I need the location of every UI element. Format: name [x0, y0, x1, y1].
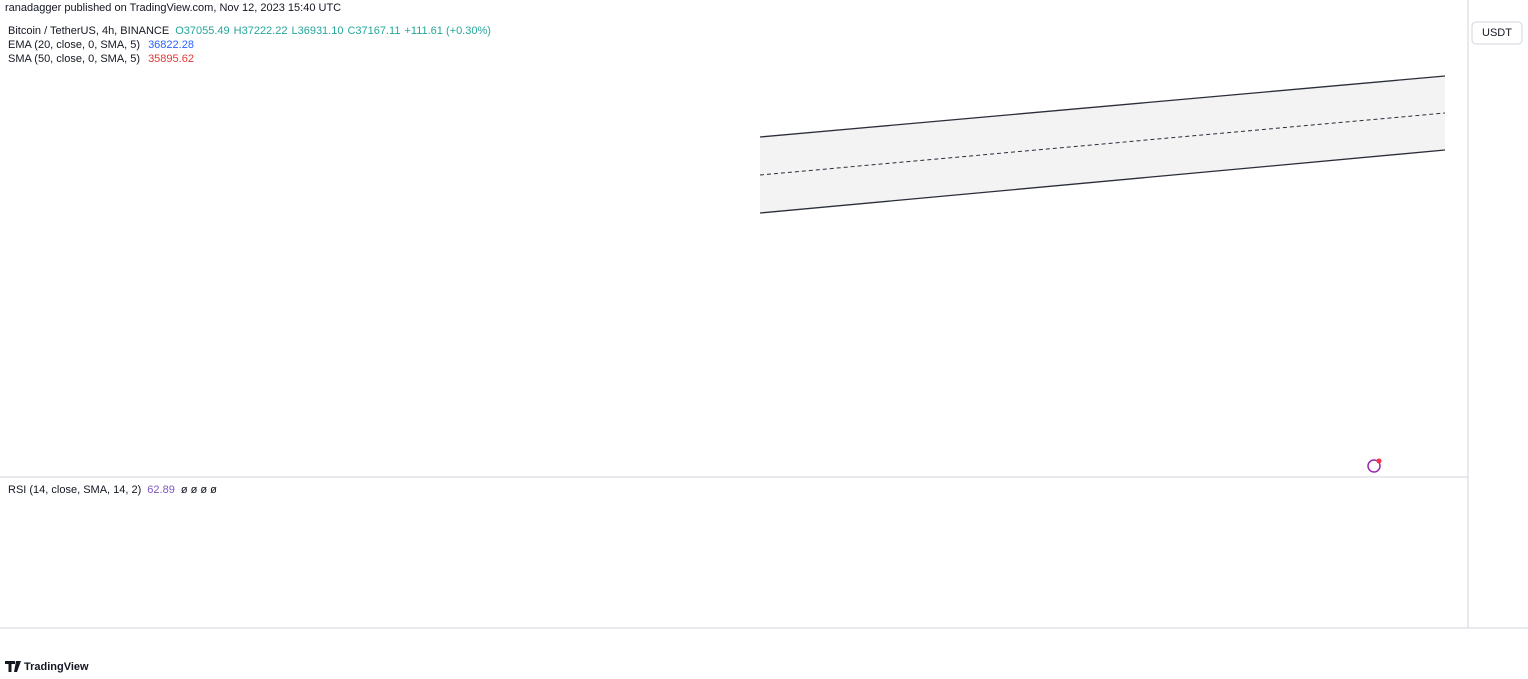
legend-value: 62.89 — [147, 484, 175, 496]
alert-dot — [1376, 458, 1382, 464]
rsi-legend: RSI (14, close, SMA, 14, 2) 62.89 ø ø ø ø — [8, 484, 217, 496]
symbol: Bitcoin / TetherUS, 4h, BINANCE O37055.49… — [8, 25, 491, 37]
channel-mid — [759, 112, 1446, 176]
legend-extra: ø ø ø ø — [181, 484, 217, 496]
alert-icon[interactable] — [1367, 459, 1381, 473]
ohlc-low: L36931.10 — [291, 25, 343, 37]
footer-brand: TradingView — [24, 661, 89, 673]
legend-name: EMA (20, close, 0, SMA, 5) — [8, 39, 140, 51]
legend-value: 35895.62 — [148, 53, 194, 65]
ohlc-open: O37055.49 — [175, 25, 229, 37]
publisher: ranadagger published on TradingView.com,… — [5, 2, 341, 14]
ohlc-high: H37222.22 — [234, 25, 288, 37]
currency[interactable]: USDT — [1482, 27, 1512, 39]
legend-name: SMA (50, close, 0, SMA, 5) — [8, 53, 140, 65]
sma-legend: SMA (50, close, 0, SMA, 5) 35895.62 — [8, 53, 194, 65]
legend-value: 36822.28 — [148, 39, 194, 51]
channel-upper — [759, 75, 1446, 138]
ohlc-close: C37167.11 — [347, 25, 400, 37]
legend-name: RSI (14, close, SMA, 14, 2) — [8, 484, 141, 496]
footer-logo — [5, 661, 21, 672]
ohlc-change: +111.61 (+0.30%) — [404, 25, 490, 37]
currency-box[interactable] — [1471, 21, 1523, 45]
ema-legend: EMA (20, close, 0, SMA, 5) 36822.28 — [8, 39, 194, 51]
channel-lower — [759, 149, 1446, 214]
symbol-name: Bitcoin / TetherUS, 4h, BINANCE — [8, 25, 169, 37]
